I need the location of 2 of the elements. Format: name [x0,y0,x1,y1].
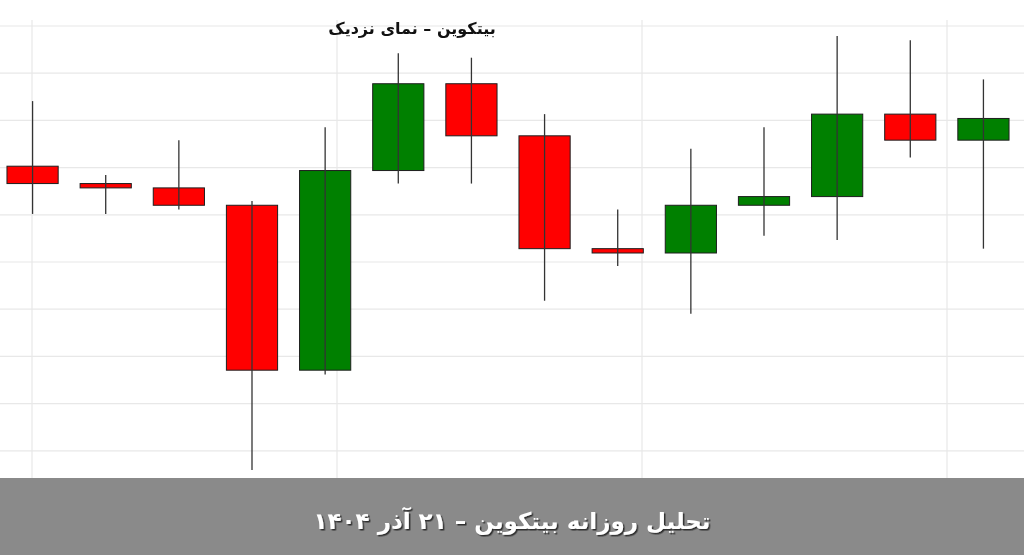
text: تحلیل روزانه بیتکوین – ۲۱ آذر ۱۴۰۴ [313,506,711,535]
chart-title: بیتکوین – نمای نزدیک [328,19,496,38]
